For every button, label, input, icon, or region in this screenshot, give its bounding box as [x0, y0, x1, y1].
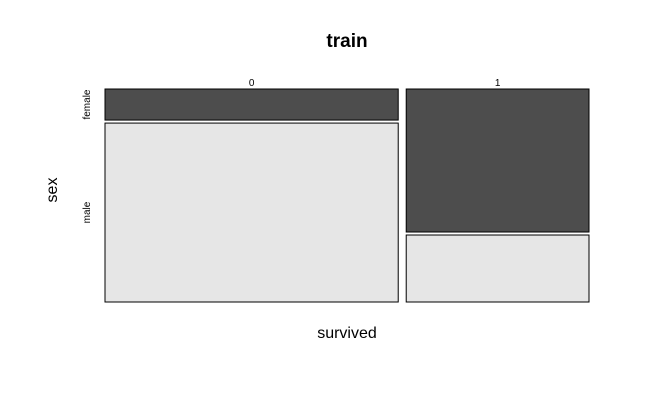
column-label-1: 1 — [495, 78, 501, 89]
tile-0-female — [104, 88, 399, 121]
y-axis-label: sex — [44, 178, 61, 203]
tile-1-male — [405, 234, 590, 303]
tile-1-female — [405, 88, 590, 233]
x-axis-label: survived — [317, 325, 377, 342]
column-label-0: 0 — [249, 78, 255, 89]
row-tick-labels: female male — [82, 89, 93, 223]
row-label-male: male — [82, 201, 93, 223]
mosaic-tiles — [104, 88, 590, 303]
row-label-female: female — [82, 89, 93, 119]
tile-0-male — [104, 122, 399, 303]
chart-title: train — [326, 31, 367, 52]
